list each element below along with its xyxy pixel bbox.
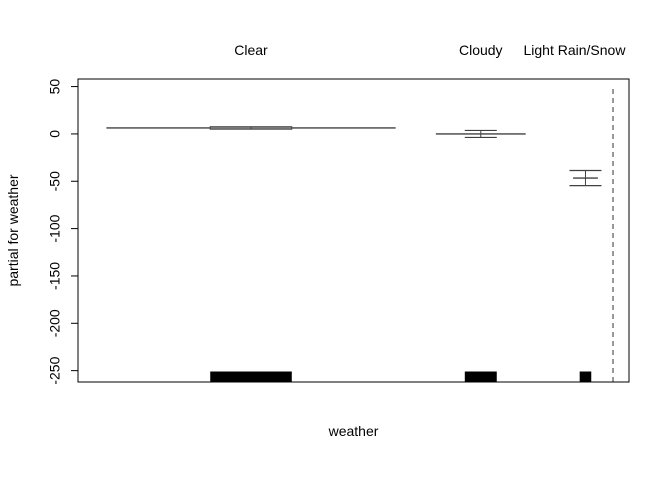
y-tick-label: -200 [47, 309, 63, 337]
y-tick-label: -150 [47, 262, 63, 290]
y-axis-label: partial for weather [5, 174, 21, 286]
y-tick-label: -250 [47, 356, 63, 384]
y-axis: 50 0 -50 -100 -150 -200 -250 [47, 79, 79, 385]
y-tick-label: 0 [47, 130, 63, 138]
x-axis-label: weather [328, 423, 379, 439]
y-tick-label: -50 [47, 171, 63, 191]
rug-bar [210, 371, 292, 382]
category-label: Light Rain/Snow [523, 42, 626, 58]
category-label: Cloudy [459, 42, 503, 58]
category-labels-top: Clear Cloudy Light Rain/Snow [234, 42, 626, 58]
rug-bar [464, 371, 497, 382]
category-label: Clear [234, 42, 268, 58]
plot-marks [106, 89, 614, 382]
plot-frame [77, 78, 630, 383]
y-tick-label: 50 [47, 79, 63, 95]
rug-bar [579, 371, 592, 382]
y-tick-label: -100 [47, 214, 63, 242]
